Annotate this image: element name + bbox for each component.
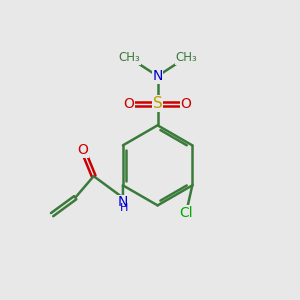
Text: N: N xyxy=(152,69,163,83)
Text: CH₃: CH₃ xyxy=(175,51,197,64)
Text: Cl: Cl xyxy=(179,206,193,220)
Text: O: O xyxy=(124,97,134,111)
Text: N: N xyxy=(118,195,128,209)
Text: O: O xyxy=(77,143,88,157)
Text: O: O xyxy=(181,97,191,111)
Text: H: H xyxy=(119,203,128,214)
Text: CH₃: CH₃ xyxy=(118,51,140,64)
Text: S: S xyxy=(153,96,163,111)
